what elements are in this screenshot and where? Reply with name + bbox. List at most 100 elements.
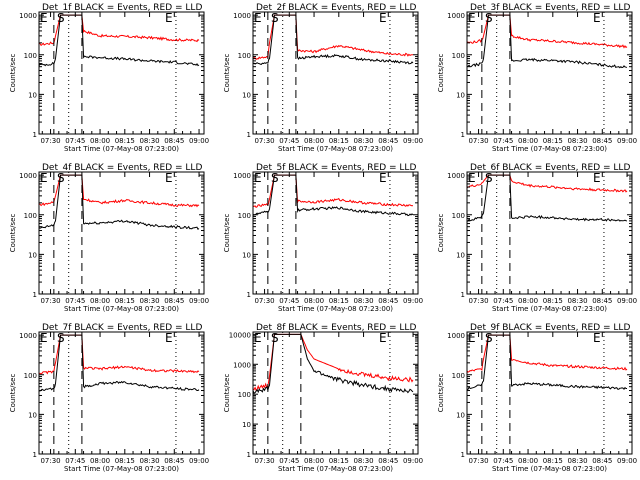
- x-tick-label: 08:15: [329, 457, 349, 465]
- x-tick-label: 09:00: [403, 137, 423, 145]
- x-tick-label: 07:30: [40, 297, 60, 305]
- panel-title: Det_5f BLACK = Events, RED = LLD: [256, 163, 416, 173]
- x-tick-label: 08:30: [567, 137, 587, 145]
- marker-label-s: S: [485, 171, 493, 185]
- x-tick-label: 07:30: [254, 137, 274, 145]
- panel-title: Det_1f BLACK = Events, RED = LLD: [42, 3, 202, 13]
- y-tick-label: 10: [456, 251, 465, 259]
- x-tick-label: 08:30: [139, 297, 159, 305]
- events-series-line: [467, 14, 628, 69]
- x-tick-label: 09:00: [617, 457, 637, 465]
- x-tick-label: 07:45: [493, 457, 513, 465]
- y-tick-label: 100: [24, 212, 37, 220]
- x-tick-label: 07:30: [468, 457, 488, 465]
- x-tick-label: 07:30: [254, 457, 274, 465]
- marker-label-e: E: [379, 171, 387, 185]
- y-tick-label: 100: [452, 212, 465, 220]
- y-axis-label: Counts/sec: [437, 54, 445, 93]
- x-tick-label: 08:45: [164, 297, 184, 305]
- y-tick-label: 10: [28, 411, 37, 419]
- x-tick-label: 09:00: [189, 457, 209, 465]
- x-tick-label: 07:30: [468, 137, 488, 145]
- events-series-line: [39, 174, 200, 230]
- y-axis-label: Counts/sec: [437, 374, 445, 413]
- y-tick-label: 1: [33, 451, 37, 459]
- y-tick-label: 100: [238, 391, 251, 399]
- x-tick-label: 08:30: [139, 457, 159, 465]
- x-tick-label: 08:00: [90, 297, 110, 305]
- x-tick-label: 07:45: [493, 297, 513, 305]
- x-tick-label: 08:15: [329, 297, 349, 305]
- marker-label-e: E: [593, 331, 601, 345]
- y-tick-label: 1: [461, 131, 465, 139]
- marker-label-e: E: [40, 171, 48, 185]
- y-tick-label: 10: [242, 91, 251, 99]
- x-tick-label: 07:45: [493, 137, 513, 145]
- x-tick-label: 08:00: [518, 457, 538, 465]
- events-series-line: [467, 334, 627, 391]
- y-tick-label: 1: [461, 451, 465, 459]
- marker-label-e: E: [254, 331, 262, 345]
- plot-frame: [466, 331, 633, 455]
- x-tick-label: 08:00: [90, 137, 110, 145]
- y-tick-label: 1: [247, 291, 251, 299]
- y-tick-label: 10: [242, 251, 251, 259]
- x-tick-label: 08:00: [304, 137, 324, 145]
- x-tick-label: 08:00: [90, 457, 110, 465]
- panel-title: Det_6f BLACK = Events, RED = LLD: [470, 163, 630, 173]
- marker-label-e: E: [468, 11, 476, 25]
- x-tick-label: 08:15: [543, 297, 563, 305]
- marker-label-e: E: [165, 331, 173, 345]
- x-tick-label: 07:30: [40, 457, 60, 465]
- y-axis-label: Counts/sec: [223, 374, 231, 413]
- x-axis-label: Start Time (07-May-08 07:23:00): [492, 305, 607, 313]
- events-series-line: [253, 333, 414, 394]
- marker-label-e: E: [593, 11, 601, 25]
- y-axis-label: Counts/sec: [9, 374, 17, 413]
- y-tick-label: 100: [24, 372, 37, 380]
- x-tick-label: 08:45: [592, 137, 612, 145]
- x-tick-label: 09:00: [617, 137, 637, 145]
- x-axis-label: Start Time (07-May-08 07:23:00): [278, 145, 393, 153]
- marker-label-e: E: [165, 11, 173, 25]
- y-tick-label: 10: [28, 91, 37, 99]
- marker-label-e: E: [379, 331, 387, 345]
- panel-title: Det_7f BLACK = Events, RED = LLD: [42, 323, 202, 333]
- x-tick-label: 07:30: [254, 297, 274, 305]
- x-tick-label: 08:30: [353, 137, 373, 145]
- x-tick-label: 09:00: [189, 297, 209, 305]
- x-tick-label: 08:00: [518, 297, 538, 305]
- plot-frame: [38, 11, 205, 135]
- marker-label-s: S: [485, 331, 493, 345]
- x-tick-label: 07:45: [279, 137, 299, 145]
- events-series-line: [253, 14, 414, 65]
- x-tick-label: 08:15: [115, 137, 135, 145]
- marker-label-e: E: [40, 11, 48, 25]
- marker-label-s: S: [57, 11, 65, 25]
- x-tick-label: 08:15: [543, 137, 563, 145]
- y-tick-label: 100: [238, 212, 251, 220]
- marker-label-e: E: [254, 171, 262, 185]
- x-tick-label: 07:45: [65, 297, 85, 305]
- x-tick-label: 07:45: [279, 297, 299, 305]
- marker-label-e: E: [468, 331, 476, 345]
- y-tick-label: 1000: [19, 332, 37, 340]
- x-tick-label: 08:30: [567, 297, 587, 305]
- y-axis-label: Counts/sec: [9, 54, 17, 93]
- x-axis-label: Start Time (07-May-08 07:23:00): [492, 145, 607, 153]
- y-tick-label: 1000: [233, 361, 251, 369]
- events-series-line: [253, 174, 414, 217]
- plot-frame: [466, 11, 633, 135]
- x-tick-label: 08:15: [543, 457, 563, 465]
- marker-label-s: S: [57, 171, 65, 185]
- y-tick-label: 100: [238, 52, 251, 60]
- x-tick-label: 08:15: [115, 297, 135, 305]
- y-tick-label: 1000: [19, 172, 37, 180]
- x-tick-label: 08:00: [518, 137, 538, 145]
- x-tick-label: 07:45: [279, 457, 299, 465]
- y-tick-label: 100: [452, 52, 465, 60]
